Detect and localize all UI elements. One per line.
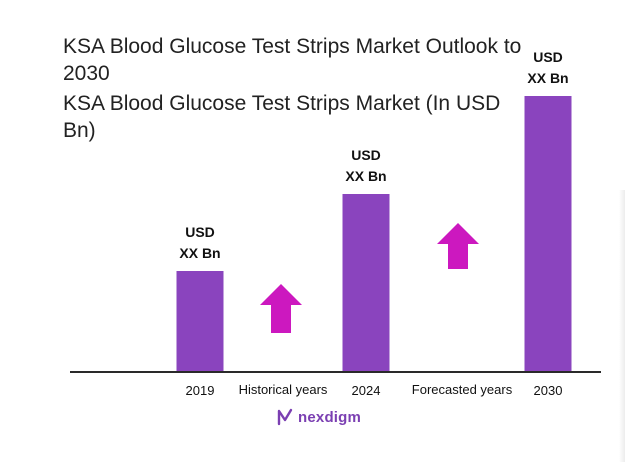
growth-arrow-up-icon [437,223,479,269]
category-label-2030: 2030 [534,383,563,398]
bar-2030 [524,96,572,371]
bar-label-2030-value: XX Bn [527,70,568,86]
nexdigm-logo-mark-icon [277,408,293,426]
chart-subtitle: KSA Blood Glucose Test Strips Market (In… [63,92,501,142]
bar-label-2019-value: XX Bn [179,245,220,261]
bar-2024 [342,194,390,371]
bar-label-2024-value: XX Bn [345,168,386,184]
bar-2019 [176,271,224,371]
right-edge-shade [619,190,625,462]
bar-label-2030-currency: USD [533,49,563,65]
historical-years-label: Historical years [239,382,328,397]
chart-title: KSA Blood Glucose Test Strips Market Out… [63,35,522,85]
bar-label-2024-currency: USD [351,147,381,163]
category-label-2019: 2019 [186,383,215,398]
forecasted-years-label: Forecasted years [412,382,513,397]
category-label-2024: 2024 [352,383,381,398]
bar-label-2019-currency: USD [185,224,215,240]
growth-arrow-up-icon [260,284,302,333]
brand-name: nexdigm [298,408,362,426]
nexdigm-logo: nexdigm [277,408,361,426]
